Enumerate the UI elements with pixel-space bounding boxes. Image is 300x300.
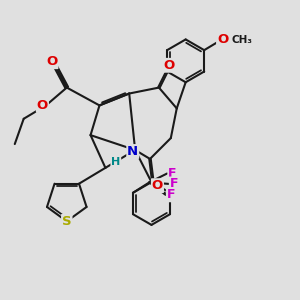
Text: O: O — [46, 55, 58, 68]
Text: O: O — [152, 179, 163, 192]
Text: F: F — [170, 177, 178, 190]
Text: O: O — [37, 99, 48, 112]
Text: O: O — [217, 33, 228, 46]
Text: O: O — [164, 59, 175, 72]
Text: H: H — [111, 158, 120, 167]
Text: F: F — [167, 188, 175, 201]
Text: N: N — [127, 145, 138, 158]
Text: F: F — [168, 167, 177, 180]
Text: S: S — [62, 215, 72, 228]
Text: CH₃: CH₃ — [232, 35, 253, 45]
